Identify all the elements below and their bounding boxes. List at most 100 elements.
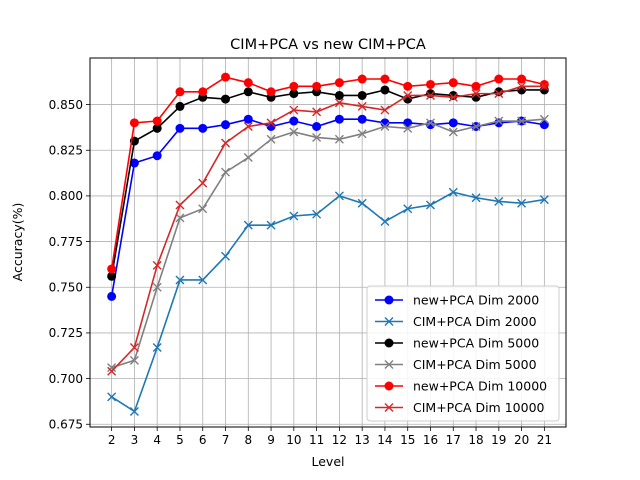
x-tick-label: 5 — [176, 433, 184, 447]
data-point — [403, 90, 413, 100]
data-point — [425, 79, 435, 89]
legend-marker — [384, 317, 394, 326]
data-point — [448, 127, 458, 137]
legend-marker — [384, 338, 394, 348]
data-point — [380, 105, 390, 115]
data-point — [107, 392, 117, 402]
data-point — [198, 123, 208, 133]
series-layer — [107, 72, 549, 416]
data-point — [152, 151, 162, 161]
data-point — [517, 74, 527, 84]
data-point — [312, 107, 322, 117]
legend-box — [366, 285, 560, 422]
legend-item: CIM+PCA Dim 2000 — [375, 314, 537, 329]
x-tick-label: 9 — [267, 433, 275, 447]
data-point — [198, 275, 208, 285]
data-point — [517, 116, 527, 126]
data-point — [312, 122, 322, 132]
x-tick-label: 11 — [309, 433, 324, 447]
data-point — [221, 72, 231, 82]
data-point — [471, 89, 481, 99]
data-point — [266, 118, 276, 128]
y-tick-label: 0.725 — [49, 326, 83, 340]
axis-ticks: 2 3 4 5 6 7 8 9 10 11 12 13 14 15 16 17 18 19 20 210.6750.7… — [49, 98, 552, 447]
data-point — [312, 132, 322, 142]
data-point — [243, 153, 253, 163]
data-point — [539, 120, 549, 130]
x-tick-label: 2 — [108, 433, 116, 447]
data-point — [494, 196, 504, 206]
data-point — [266, 87, 276, 97]
data-point — [289, 81, 299, 91]
data-point — [289, 211, 299, 221]
legend-item: new+PCA Dim 5000 — [375, 336, 539, 351]
data-point — [380, 85, 390, 95]
data-point — [425, 118, 435, 128]
legend-label: new+PCA Dim 2000 — [413, 293, 539, 308]
data-point — [380, 216, 390, 226]
data-point — [266, 134, 276, 144]
x-tick-label: 18 — [468, 433, 483, 447]
x-tick-label: 4 — [153, 433, 161, 447]
data-point — [448, 187, 458, 197]
x-tick-label: 8 — [244, 433, 252, 447]
data-point — [107, 366, 117, 376]
series-line — [111, 191, 545, 413]
data-point — [425, 200, 435, 210]
data-point — [517, 198, 527, 208]
data-point — [334, 191, 344, 201]
y-tick-label: 0.850 — [49, 98, 83, 112]
series-cim-pca-dim-5000 — [107, 114, 549, 373]
x-tick-label: 20 — [514, 433, 529, 447]
chart-title: CIM+PCA vs new CIM+PCA — [230, 37, 426, 53]
data-point — [334, 90, 344, 100]
data-point — [221, 167, 231, 177]
data-point — [175, 213, 185, 223]
data-point — [403, 204, 413, 214]
data-point — [243, 114, 253, 124]
data-point — [198, 87, 208, 97]
legend-label: CIM+PCA Dim 2000 — [413, 314, 537, 329]
y-tick-label: 0.825 — [49, 144, 83, 158]
x-tick-label: 12 — [332, 433, 347, 447]
data-point — [129, 355, 139, 365]
x-tick-label: 10 — [286, 433, 301, 447]
data-point — [494, 74, 504, 84]
data-point — [494, 116, 504, 126]
x-tick-label: 6 — [199, 433, 207, 447]
plot-frame — [89, 57, 567, 428]
data-point — [448, 118, 458, 128]
data-point — [266, 220, 276, 230]
data-point — [107, 291, 117, 301]
data-point — [107, 271, 117, 281]
data-point — [517, 81, 527, 91]
x-tick-label: 19 — [491, 433, 506, 447]
data-point — [243, 122, 253, 131]
data-point — [357, 74, 367, 84]
data-point — [357, 114, 367, 124]
data-point — [289, 116, 299, 126]
legend-marker — [384, 295, 394, 305]
legend-label: CIM+PCA Dim 5000 — [413, 357, 537, 372]
data-point — [403, 81, 413, 91]
data-point — [403, 118, 413, 128]
data-point — [312, 209, 322, 219]
legend-marker — [384, 360, 394, 369]
data-point — [334, 114, 344, 124]
y-tick-label: 0.750 — [49, 281, 83, 295]
data-point — [334, 134, 344, 144]
data-point — [129, 118, 139, 128]
legend-item: new+PCA Dim 10000 — [375, 379, 547, 394]
data-point — [152, 116, 162, 126]
x-tick-label: 7 — [222, 433, 230, 447]
legend-marker — [384, 381, 394, 391]
y-axis-label: Accuracy(%) — [10, 203, 25, 282]
data-point — [380, 74, 390, 84]
x-tick-label: 16 — [423, 433, 438, 447]
data-point — [357, 101, 367, 111]
series-cim-pca-dim-10000 — [107, 81, 549, 376]
data-point — [221, 138, 231, 148]
data-point — [175, 275, 185, 285]
data-point — [471, 122, 481, 131]
